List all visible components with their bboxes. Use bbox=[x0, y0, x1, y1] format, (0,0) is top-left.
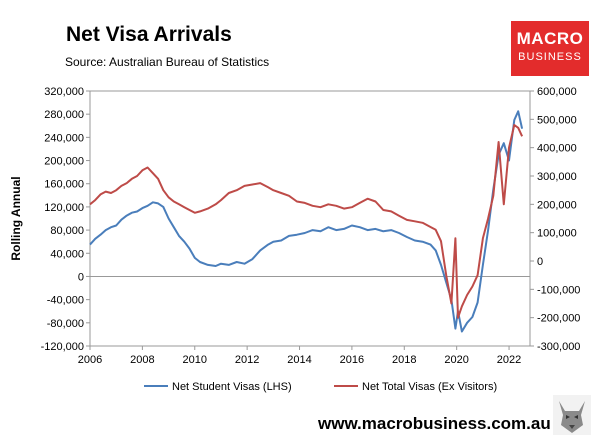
website-url: www.macrobusiness.com.au bbox=[318, 414, 551, 433]
x-tick-label: 2006 bbox=[78, 354, 102, 366]
y-left-tick-label: -80,000 bbox=[47, 318, 84, 330]
x-tick-label: 2010 bbox=[183, 354, 207, 366]
y-right-tick-label: -100,000 bbox=[537, 284, 580, 296]
x-tick-label: 2018 bbox=[392, 354, 416, 366]
y-right-tick-label: 200,000 bbox=[537, 199, 577, 211]
y-left-tick-label: 40,000 bbox=[50, 248, 84, 260]
wolf-logo-icon bbox=[553, 395, 591, 435]
y-right-tick-label: 300,000 bbox=[537, 171, 577, 183]
y-right-tick-label: -300,000 bbox=[537, 341, 580, 353]
x-tick-label: 2008 bbox=[130, 354, 154, 366]
x-tick-label: 2020 bbox=[444, 354, 468, 366]
x-tick-label: 2016 bbox=[340, 354, 364, 366]
logo-line2: BUSINESS bbox=[518, 51, 582, 63]
x-tick-label: 2014 bbox=[287, 354, 311, 366]
y-right-tick-label: 100,000 bbox=[537, 228, 577, 240]
chart-source: Source: Australian Bureau of Statistics bbox=[65, 55, 270, 69]
y-right-tick-label: 600,000 bbox=[537, 86, 577, 98]
x-tick-label: 2022 bbox=[497, 354, 521, 366]
y-left-tick-label: -120,000 bbox=[41, 341, 84, 353]
page-title: Net Visa Arrivals bbox=[66, 23, 232, 46]
y-axis-label: Rolling Annual bbox=[9, 176, 23, 260]
y-right-tick-label: 400,000 bbox=[537, 143, 577, 155]
legend-label-2: Net Total Visas (Ex Visitors) bbox=[362, 381, 497, 393]
y-left-tick-label: 0 bbox=[78, 271, 84, 283]
y-left-tick-label: 160,000 bbox=[44, 179, 84, 191]
y-right-tick-label: -200,000 bbox=[537, 313, 580, 325]
y-left-tick-label: -40,000 bbox=[47, 295, 84, 307]
y-left-tick-label: 80,000 bbox=[50, 225, 84, 237]
x-tick-label: 2012 bbox=[235, 354, 259, 366]
y-left-tick-label: 200,000 bbox=[44, 156, 84, 168]
legend-label-1: Net Student Visas (LHS) bbox=[172, 381, 292, 393]
y-right-tick-label: 500,000 bbox=[537, 114, 577, 126]
series-line-1 bbox=[89, 110, 524, 333]
y-right-tick-label: 0 bbox=[537, 256, 543, 268]
plot-area bbox=[89, 90, 531, 347]
y-left-tick-label: 280,000 bbox=[44, 109, 84, 121]
y-left-tick-label: 240,000 bbox=[44, 132, 84, 144]
logo-line1: MACRO bbox=[516, 29, 584, 48]
macrobusiness-logo: MACRO BUSINESS bbox=[511, 21, 589, 76]
y-left-tick-label: 120,000 bbox=[44, 202, 84, 214]
y-left-tick-label: 320,000 bbox=[44, 86, 84, 98]
series-line-2 bbox=[89, 124, 524, 319]
